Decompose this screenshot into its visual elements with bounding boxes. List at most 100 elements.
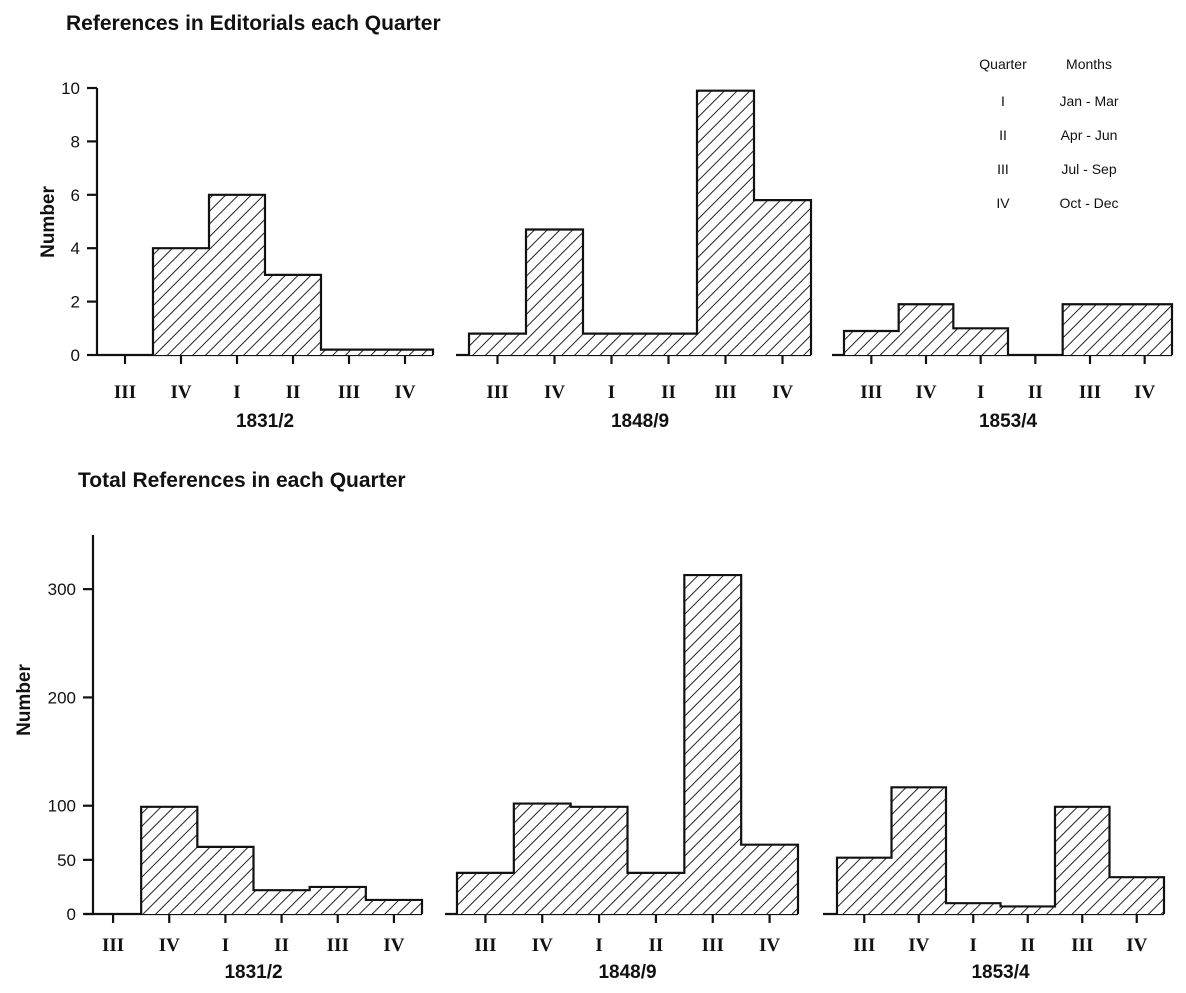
legend-quarter-4: IV xyxy=(996,195,1010,211)
x-tick-label: III xyxy=(102,935,124,956)
bar xyxy=(697,90,754,356)
y-tick-label: 2 xyxy=(71,293,80,312)
x-tick-label: I xyxy=(977,382,984,403)
x-tick-label: III xyxy=(338,382,360,403)
x-tick-label: I xyxy=(222,935,229,956)
x-tick-label: I xyxy=(608,382,615,403)
top-y-axis-title: Number xyxy=(38,186,59,258)
legend-header-months: Months xyxy=(1066,56,1112,72)
bar xyxy=(526,229,583,355)
bar-outline xyxy=(835,786,1166,914)
bar-outline xyxy=(467,89,813,355)
bottom-y-axis-title: Number xyxy=(14,664,35,736)
x-tick-label: II xyxy=(649,935,664,956)
x-tick-label: IV xyxy=(544,382,565,403)
bar xyxy=(640,333,697,355)
x-tick-label: IV xyxy=(394,382,415,403)
bar xyxy=(197,846,254,914)
x-tick-label: I xyxy=(233,382,240,403)
group-year-label: 1848/9 xyxy=(611,411,669,432)
bar xyxy=(684,575,742,914)
y-tick-label: 10 xyxy=(61,79,80,98)
bar-outline xyxy=(842,303,1174,355)
bar xyxy=(1000,906,1055,914)
x-tick-label: II xyxy=(1028,382,1043,403)
group-year-label: 1831/2 xyxy=(236,411,294,432)
y-tick-label: 0 xyxy=(67,905,76,924)
x-tick-label: IV xyxy=(759,935,780,956)
x-tick-label: II xyxy=(661,382,676,403)
x-tick-label: I xyxy=(970,935,977,956)
legend: Quarter Months I Jan - Mar II Apr - Jun … xyxy=(979,56,1119,211)
x-tick-label: IV xyxy=(532,935,553,956)
bar xyxy=(377,349,433,355)
bar xyxy=(754,200,811,355)
x-tick-label: IV xyxy=(170,382,191,403)
x-tick-label: III xyxy=(327,935,349,956)
y-tick-label: 300 xyxy=(48,580,76,599)
x-tick-label: IV xyxy=(383,935,404,956)
y-tick-label: 4 xyxy=(71,239,80,258)
legend-months-4: Oct - Dec xyxy=(1059,195,1118,211)
bar xyxy=(570,806,628,914)
x-tick-label: III xyxy=(1071,935,1093,956)
x-tick-label: III xyxy=(860,382,882,403)
x-tick-label: IV xyxy=(908,935,929,956)
bar xyxy=(365,899,422,914)
x-tick-label: IV xyxy=(1134,382,1155,403)
x-tick-label: III xyxy=(702,935,724,956)
bar xyxy=(741,844,798,914)
group-year-label: 1848/9 xyxy=(598,962,656,983)
bar xyxy=(1109,877,1164,914)
x-tick-label: III xyxy=(853,935,875,956)
bar xyxy=(141,806,198,914)
y-tick-label: 6 xyxy=(71,186,80,205)
x-tick-label: II xyxy=(274,935,289,956)
bar xyxy=(309,886,366,914)
x-tick-label: IV xyxy=(159,935,180,956)
bar xyxy=(1062,304,1118,355)
x-tick-label: IV xyxy=(1126,935,1147,956)
bar xyxy=(265,274,321,355)
x-tick-label: III xyxy=(114,382,136,403)
x-tick-label: IV xyxy=(772,382,793,403)
bar xyxy=(253,890,310,914)
legend-quarter-1: I xyxy=(1001,93,1005,109)
bar-outline xyxy=(455,573,800,914)
x-tick-label: II xyxy=(286,382,301,403)
legend-months-2: Apr - Jun xyxy=(1061,127,1118,143)
bar xyxy=(583,333,640,355)
bar xyxy=(953,328,1008,355)
bar xyxy=(627,872,685,914)
bar xyxy=(513,803,571,914)
bottom-chart-title: Total References in each Quarter xyxy=(78,469,406,492)
bar xyxy=(837,857,892,914)
x-tick-label: II xyxy=(1020,935,1035,956)
bar-outline xyxy=(151,193,435,355)
group-year-label: 1853/4 xyxy=(971,962,1030,983)
x-tick-label: III xyxy=(714,382,736,403)
legend-header-quarter: Quarter xyxy=(979,56,1027,72)
x-tick-label: IV xyxy=(915,382,936,403)
bar xyxy=(321,349,377,355)
legend-months-3: Jul - Sep xyxy=(1061,161,1116,177)
top-chart-title: References in Editorials each Quarter xyxy=(66,12,441,35)
legend-months-1: Jan - Mar xyxy=(1059,93,1118,109)
bar xyxy=(844,330,899,355)
bar xyxy=(946,903,1001,914)
x-tick-label: III xyxy=(474,935,496,956)
legend-quarter-3: III xyxy=(997,161,1009,177)
bar xyxy=(1055,806,1110,914)
bar xyxy=(469,333,526,355)
y-tick-label: 100 xyxy=(48,797,76,816)
x-tick-label: I xyxy=(595,935,602,956)
